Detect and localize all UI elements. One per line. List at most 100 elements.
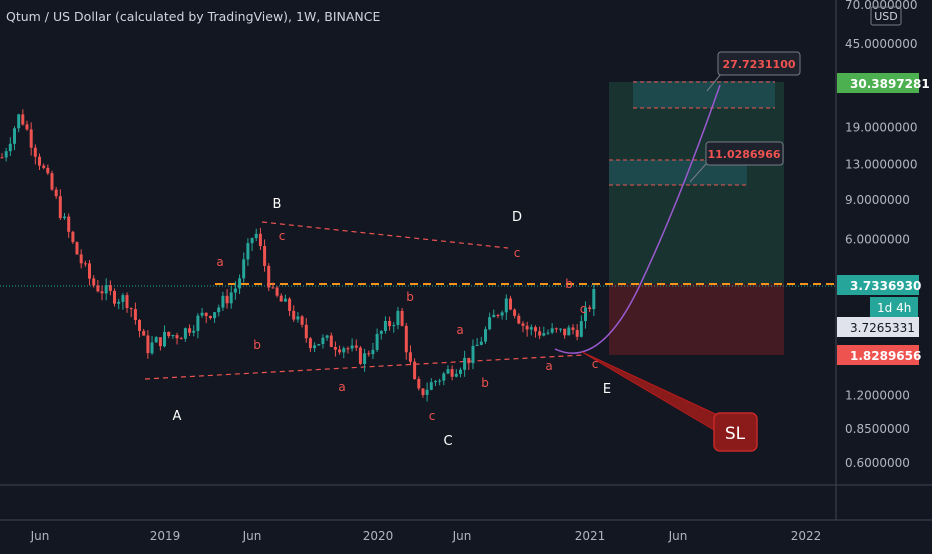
candle-body	[275, 287, 279, 296]
candle-body	[317, 344, 321, 346]
candle-body	[113, 290, 116, 304]
candle-body	[463, 357, 467, 370]
time-tick-label: Jun	[452, 529, 472, 543]
candle-body	[575, 330, 579, 337]
projection-curve[interactable]	[554, 84, 721, 354]
candle-body	[225, 295, 229, 304]
target-2-label: 27.7231100	[722, 58, 795, 71]
wave-label-b-major: B	[273, 197, 282, 212]
candle-body	[83, 263, 87, 265]
candle-body	[454, 373, 458, 377]
target-2-box[interactable]	[633, 81, 775, 108]
price-tick-label: 13.0000000	[845, 158, 918, 172]
candle-body	[413, 361, 417, 380]
candle-body	[442, 373, 446, 381]
candle-body	[592, 289, 596, 310]
target-2-callout[interactable]	[717, 51, 801, 76]
time-axis[interactable]: Jun 2019 Jun 2020 Jun 2021 Jun 2022	[30, 529, 822, 543]
candle-body	[171, 335, 175, 337]
time-tick-label: Jun	[668, 529, 688, 543]
candle-body	[133, 309, 137, 320]
candle-body	[271, 287, 275, 289]
candle-body	[529, 327, 533, 330]
chart-title: Qtum / US Dollar (calculated by TradingV…	[6, 9, 381, 24]
countdown-label: 1d 4h	[877, 301, 911, 315]
currency-badge[interactable]	[870, 6, 902, 26]
upper-trendline[interactable]	[261, 221, 509, 249]
candle-body	[488, 317, 492, 330]
target-2-pointer	[706, 73, 722, 92]
stop-loss-badge-label: 1.8289656	[850, 349, 921, 363]
candle-body	[0, 157, 4, 159]
sl-box[interactable]	[713, 412, 758, 452]
price-tick-label: 1.2000000	[845, 389, 910, 403]
take-profit-badge[interactable]	[837, 73, 919, 93]
price-tick-label: 45.0000000	[845, 37, 918, 51]
candle-body	[504, 298, 508, 313]
candle-body	[108, 285, 112, 291]
candle-body	[213, 312, 217, 319]
candle-body	[438, 380, 442, 382]
candle-body	[25, 124, 29, 130]
subwave-label: c	[514, 246, 521, 260]
candle-body	[446, 369, 450, 374]
candle-body	[158, 337, 162, 347]
candle-body	[138, 320, 141, 331]
countdown-badge[interactable]	[870, 297, 918, 317]
candle-body	[217, 307, 221, 313]
candle-body	[250, 238, 254, 244]
candle-body	[500, 312, 504, 316]
candle-body	[496, 314, 500, 316]
time-tick-label: Jun	[242, 529, 262, 543]
wave-label-d-major: D	[512, 210, 522, 225]
candle-body	[17, 114, 21, 129]
candle-body	[358, 347, 362, 364]
candle-body	[475, 344, 479, 346]
wave-label-e-major: E	[603, 382, 611, 397]
candle-body	[346, 348, 350, 350]
candle-body	[196, 315, 200, 331]
candle-body	[142, 330, 146, 336]
candle-body	[46, 167, 50, 174]
candle-body	[396, 310, 400, 325]
time-tick-label: 2021	[575, 529, 606, 543]
candle-body	[229, 292, 233, 304]
candle-body	[588, 307, 592, 310]
candle-body	[484, 329, 487, 342]
candle-body	[67, 216, 71, 232]
price-tick-label: 19.0000000	[845, 121, 918, 135]
candle-body	[542, 333, 546, 336]
candle-body	[579, 321, 583, 337]
candle-body	[88, 263, 91, 279]
candle-body	[517, 315, 521, 324]
candle-body	[246, 243, 250, 260]
candle-body	[192, 330, 196, 333]
stop-loss-badge[interactable]	[837, 345, 919, 365]
target-1-callout[interactable]	[705, 141, 784, 166]
candle-body	[204, 312, 208, 316]
candle-body	[338, 349, 342, 353]
candle-body	[492, 314, 496, 318]
candle-body	[75, 242, 79, 255]
candle-body	[33, 147, 37, 157]
stop-zone[interactable]	[609, 284, 784, 355]
candle-body	[154, 337, 158, 343]
candle-body	[388, 321, 392, 327]
candle-body	[363, 353, 367, 364]
subwave-label: a	[216, 255, 223, 269]
candle-body	[467, 357, 471, 364]
candle-body	[509, 298, 512, 310]
last-price-badge[interactable]	[837, 317, 919, 337]
candle-body	[263, 246, 267, 266]
candle-body	[163, 331, 166, 347]
target-1-label: 11.0286966	[707, 148, 780, 161]
candle-body	[150, 342, 154, 354]
candle-body	[13, 128, 16, 144]
candle-body	[146, 335, 150, 354]
candle-body	[4, 151, 8, 158]
candle-body	[538, 331, 542, 336]
current-price-badge[interactable]	[837, 275, 919, 295]
candle-body	[221, 295, 225, 308]
